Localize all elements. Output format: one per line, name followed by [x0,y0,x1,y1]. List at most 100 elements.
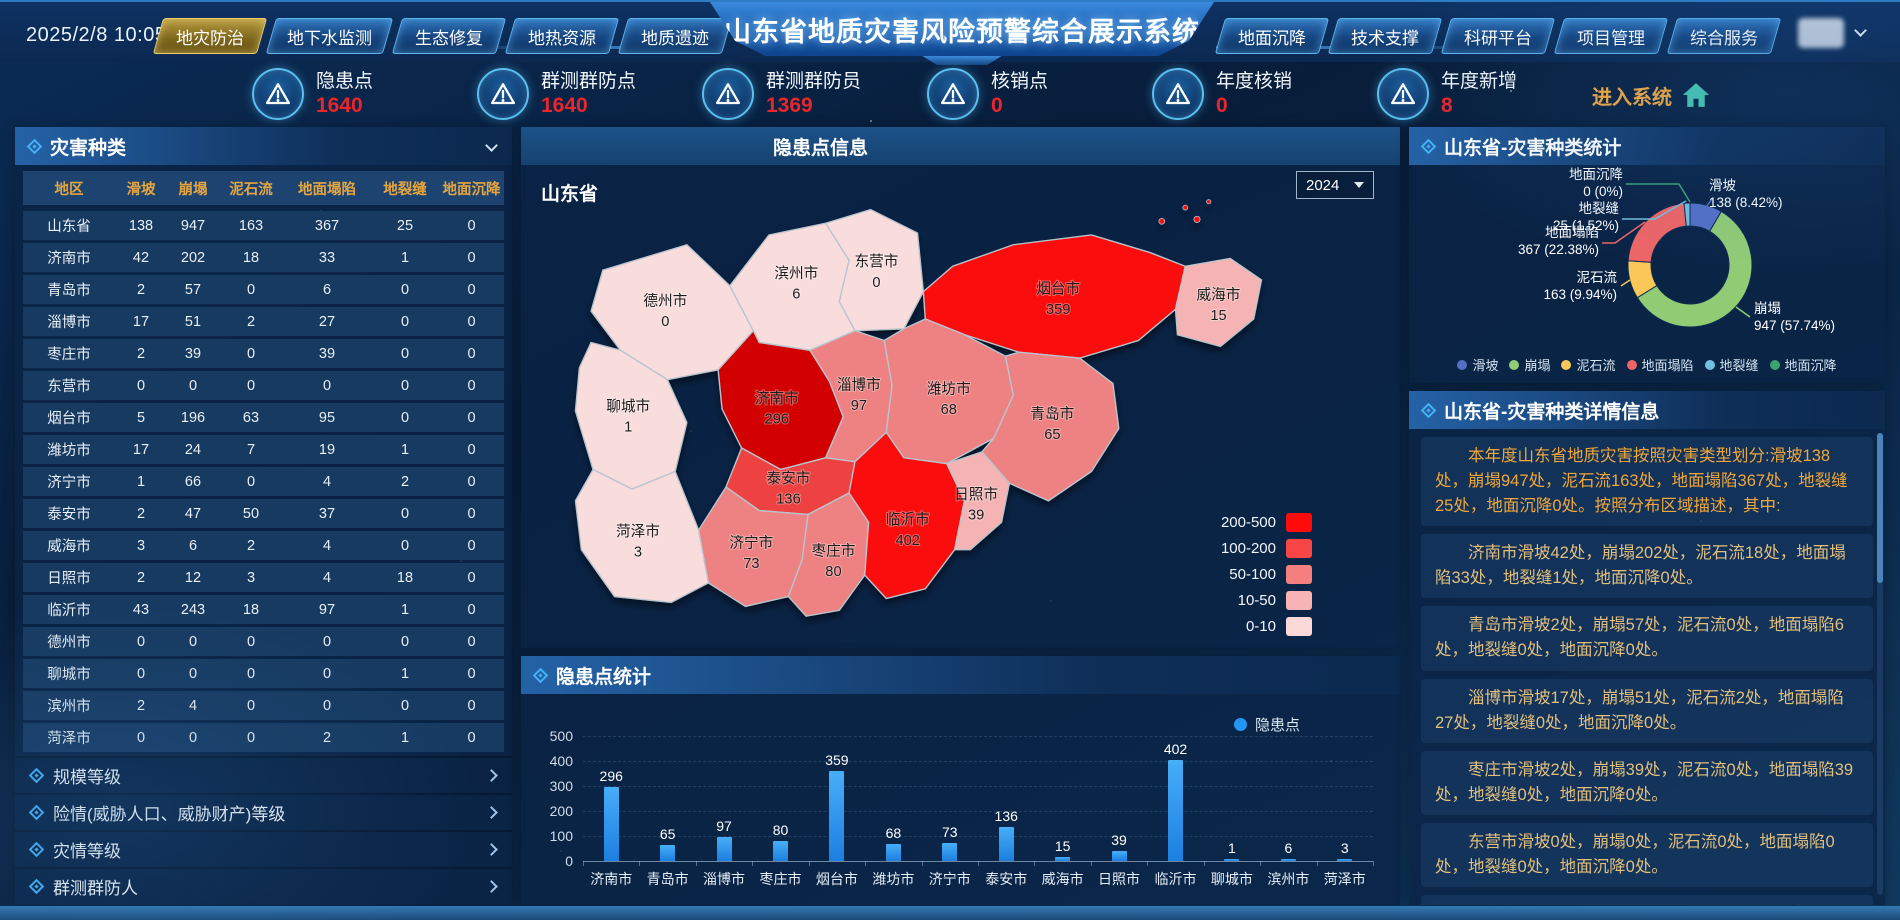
table-row[interactable]: 临沂市 43 243 18 97 1 0 [23,595,504,624]
nav-tab-right-3[interactable]: 项目管理 [1559,18,1663,54]
bar-chart: 0 100 200 300 400 500 296 济南市 65 青岛市 97 淄博市 80 枣庄市 359… [533,728,1388,901]
table-cell: 0 [467,409,476,426]
nav-tab-left-1[interactable]: 地下水监测 [271,18,388,54]
bar-菏泽市[interactable] [1337,859,1353,861]
donut-legend-item-地面塌陷[interactable]: 地面塌陷 [1626,355,1694,374]
kpi-value: 1640 [541,94,588,118]
chevron-down-icon[interactable] [1854,24,1867,37]
bar-淄博市[interactable] [716,837,732,861]
donut-legend-item-滑坡[interactable]: 滑坡 [1457,355,1498,374]
donut-label-leader [1705,198,1713,208]
year-select[interactable]: 2024 [1296,171,1374,199]
table-row[interactable]: 日照市 2 12 3 4 18 0 [23,563,504,592]
map-island [1193,215,1201,223]
scrollbar-thumb[interactable] [1877,433,1883,583]
nav-tab-right-0[interactable]: 地面沉降 [1220,18,1324,54]
table-row[interactable]: 东营市 0 0 0 0 0 0 [23,371,504,400]
accordion-item-2[interactable]: 灾情等级 [15,830,512,867]
disaster-table: 地区 滑坡 崩塌 泥石流 地面塌陷 地裂缝 地面沉降 山东省 138 947 163 367 25 0 济南… [15,165,512,752]
table-row[interactable]: 济宁市 1 66 0 4 2 0 [23,467,504,496]
map-legend-row: 100-200 [1221,539,1312,558]
table-row[interactable]: 淄博市 17 51 2 27 0 0 [23,307,504,336]
nav-tab-right-4[interactable]: 综合服务 [1672,18,1776,54]
bar-威海市[interactable] [1055,857,1071,861]
donut-legend-item-崩塌[interactable]: 崩塌 [1509,355,1550,374]
table-row[interactable]: 山东省 138 947 163 367 25 0 [23,211,504,240]
nav-tab-left-4[interactable]: 地质遗迹 [623,18,727,54]
donut-legend-item-地裂缝[interactable]: 地裂缝 [1704,355,1759,374]
bar-滨州市[interactable] [1280,859,1296,861]
table-cell: 0 [136,377,146,394]
bar-临沂市[interactable] [1168,760,1183,861]
bar-枣庄市[interactable] [773,841,788,861]
map-city-name: 菏泽市 [616,523,660,540]
map-legend-swatch [1286,591,1312,610]
table-header-cell: 泥石流 [229,181,273,198]
x-axis-tick [865,861,867,866]
accordion-item-3[interactable]: 群测群防人 [15,867,512,904]
bar-济南市[interactable] [603,787,619,861]
legend-dot-icon [1457,359,1468,370]
donut-label-name: 地裂缝 [1579,201,1620,216]
map-city-value: 3 [634,545,642,561]
table-row[interactable]: 潍坊市 17 24 7 19 1 0 [23,435,504,464]
diamond-icon [28,878,45,895]
donut-legend-item-泥石流[interactable]: 泥石流 [1561,355,1616,374]
map-city-name: 东营市 [854,253,898,270]
donut-legend-label: 滑坡 [1472,358,1499,373]
donut-slice-崩塌[interactable] [1636,210,1753,328]
bar-value-label: 80 [772,822,789,838]
map-city-name: 临沂市 [886,511,930,528]
map-region-rizhao[interactable] [945,451,1011,551]
map-city-value: 6 [792,287,800,303]
map-city-name: 淄博市 [837,376,881,393]
disaster-type-panel-header[interactable]: 灾害种类 [15,127,512,165]
map-region-heze[interactable] [574,468,710,604]
bar-潍坊市[interactable] [885,844,901,861]
table-row[interactable]: 滨州市 2 4 0 0 0 0 [23,691,504,720]
bar-value-label: 359 [825,752,849,768]
chevron-down-icon[interactable] [485,139,498,152]
bar-日照市[interactable] [1111,851,1127,861]
table-row[interactable]: 青岛市 2 57 0 6 0 0 [23,275,504,304]
bar-烟台市[interactable] [829,771,845,861]
enter-system-link[interactable]: 进入系统 [1592,80,1711,110]
bar-chart-legend[interactable]: 隐患点 [1233,714,1300,735]
nav-tab-left-0[interactable]: 地灾防治 [158,18,262,54]
y-axis-tick: 400 [549,753,573,769]
bar-聊城市[interactable] [1224,859,1240,861]
map-city-value: 39 [968,507,984,523]
bar-青岛市[interactable] [660,845,676,861]
table-row[interactable]: 威海市 3 6 2 4 0 0 [23,531,504,560]
nav-tab-right-1[interactable]: 技术支撑 [1333,18,1437,54]
user-avatar[interactable] [1798,18,1844,48]
map-region-weihai[interactable] [1174,257,1263,348]
table-cell: 0 [246,633,256,650]
donut-legend-item-地面沉降[interactable]: 地面沉降 [1769,355,1837,374]
scrollbar[interactable] [1877,433,1883,895]
map-region-qingdao[interactable] [981,351,1120,502]
bar-value-label: 136 [994,808,1018,824]
accordion-item-0[interactable]: 规模等级 [15,756,512,793]
table-cell: 18 [242,601,260,618]
table-row[interactable]: 泰安市 2 47 50 37 0 0 [23,499,504,528]
donut-slice-地裂缝[interactable] [1683,202,1691,227]
nav-tab-left-2[interactable]: 生态修复 [397,18,501,54]
donut-slice-地面塌陷[interactable] [1627,202,1687,263]
bar-济宁市[interactable] [942,843,958,861]
table-cell: 0 [467,313,476,330]
nav-tab-right-2[interactable]: 科研平台 [1446,18,1550,54]
nav-tab-left-3[interactable]: 地热资源 [510,18,614,54]
bar-泰安市[interactable] [998,827,1014,861]
donut-label-name: 地面沉降 [1569,167,1623,182]
table-row[interactable]: 德州市 0 0 0 0 0 0 [23,627,504,656]
table-row[interactable]: 菏泽市 0 0 0 2 1 0 [23,723,504,752]
table-cell: 2 [136,281,146,298]
table-row[interactable]: 聊城市 0 0 0 0 1 0 [23,659,504,688]
table-cell: 潍坊市 [47,443,91,459]
accordion-item-1[interactable]: 险情(威胁人口、威胁财产)等级 [15,793,512,830]
detail-item-0: 济南市滑坡42处，崩塌202处，泥石流18处，地面塌陷33处，地裂缝1处，地面沉… [1421,534,1873,599]
table-row[interactable]: 枣庄市 2 39 0 39 0 0 [23,339,504,368]
table-row[interactable]: 济南市 42 202 18 33 1 0 [23,243,504,272]
table-row[interactable]: 烟台市 5 196 63 95 0 0 [23,403,504,432]
